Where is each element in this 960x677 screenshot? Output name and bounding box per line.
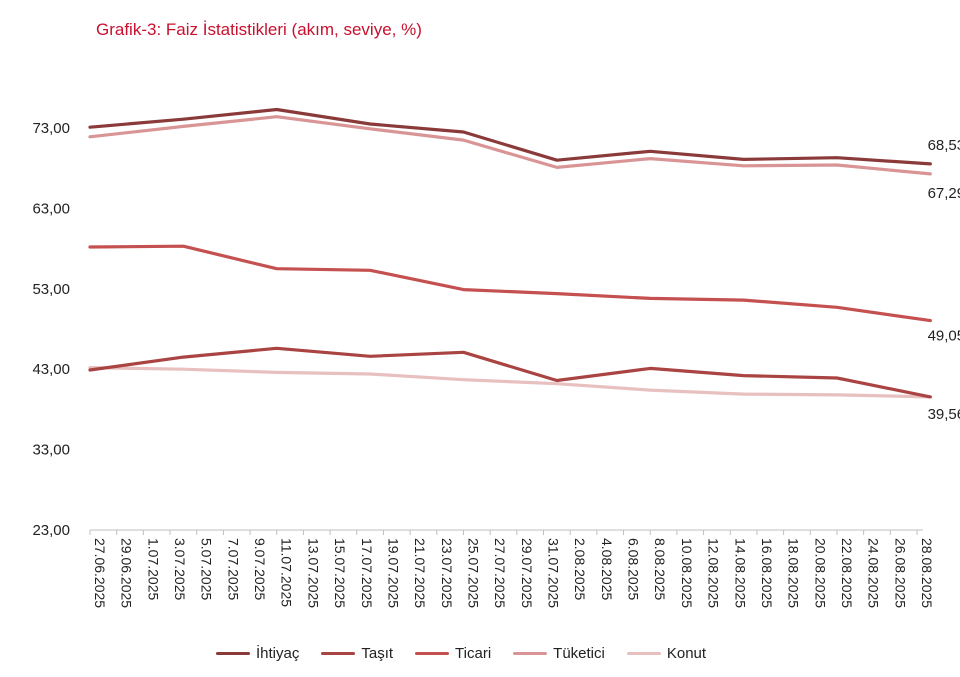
legend-item: Konut: [626, 645, 707, 662]
y-tick-label: 73,00: [32, 120, 70, 137]
legend-item: Taşıt: [321, 645, 393, 662]
y-tick-label: 53,00: [32, 281, 70, 298]
x-tick-label: 16.08.2025: [759, 538, 775, 608]
x-tick-label: 17.07.2025: [359, 538, 375, 608]
x-tick-label: 1.07.2025: [145, 538, 161, 600]
legend-item: Ticari: [415, 645, 491, 662]
legend-item: İhtiyaç: [216, 645, 299, 662]
y-tick-label: 33,00: [32, 442, 70, 459]
x-axis: 27.06.2025 29.06.2025 1.07.2025 3.07.2025 5.…: [89, 529, 935, 608]
x-tick-label: 29.06.2025: [119, 538, 135, 608]
x-tick-label: 8.08.2025: [652, 538, 668, 600]
legend-label: Konut: [666, 645, 707, 662]
y-tick-label: 43,00: [32, 361, 70, 378]
x-tick-label: 15.07.2025: [332, 538, 348, 608]
x-tick-label: 3.07.2025: [172, 538, 188, 600]
series-line-Konut: [88, 366, 932, 399]
x-tick-label: 18.08.2025: [786, 538, 802, 608]
x-tick-label: 23.07.2025: [439, 538, 455, 608]
legend-swatch: [415, 652, 450, 655]
legend-label: Ticari: [455, 645, 492, 662]
x-tick-label: 11.07.2025: [279, 538, 295, 607]
legend-swatch: [321, 652, 356, 655]
legend-swatch: [626, 652, 661, 655]
x-tick-label: 26.08.2025: [892, 538, 908, 608]
x-tick-label: 4.08.2025: [599, 538, 615, 600]
legend-label: Tüketici: [553, 645, 605, 662]
x-tick-label: 6.08.2025: [626, 538, 642, 600]
x-tick-label: 21.07.2025: [412, 538, 428, 608]
x-tick-label: 9.07.2025: [252, 538, 268, 600]
series-lines: [88, 107, 932, 399]
x-tick-label: 31.07.2025: [546, 538, 562, 608]
series-line-Ticari: [88, 244, 932, 323]
end-label-İhtiyaç: 68,53: [928, 137, 960, 154]
legend-swatch: [513, 652, 548, 655]
x-tick-label: 12.08.2025: [706, 538, 722, 608]
x-tick-label: 27.07.2025: [492, 538, 508, 608]
legend-item: Tüketici: [513, 645, 605, 662]
x-tick-label: 10.08.2025: [679, 538, 695, 608]
series-line-Taşıt: [88, 346, 932, 399]
x-tick-label: 22.08.2025: [839, 538, 855, 608]
x-tick-label: 7.07.2025: [225, 538, 241, 600]
x-tick-label: 28.08.2025: [919, 538, 935, 608]
chart-legend: İhtiyaç Taşıt Ticari Tüketici Konut: [216, 645, 728, 662]
legend-label: İhtiyaç: [256, 645, 300, 662]
x-tick-label: 2.08.2025: [572, 538, 588, 600]
x-tick-label: 13.07.2025: [305, 538, 321, 608]
end-label-Taşıt: 39,56: [928, 406, 960, 423]
y-axis: 73,00 63,00 53,00 43,00 33,00 23,00: [32, 120, 70, 539]
x-tick-label: 25.07.2025: [465, 538, 481, 608]
series-line-Tüketici: [88, 115, 932, 176]
end-label-Tüketici: 67,29: [928, 185, 960, 202]
legend-label: Taşıt: [361, 645, 394, 662]
legend-swatch: [216, 652, 250, 655]
x-tick-label: 29.07.2025: [519, 538, 535, 608]
x-tick-label: 19.07.2025: [385, 538, 401, 608]
x-tick-label: 20.08.2025: [812, 538, 828, 608]
y-tick-label: 63,00: [32, 200, 70, 217]
series-line-İhtiyaç: [88, 107, 932, 166]
end-label-Ticari: 49,05: [928, 328, 960, 345]
x-tick-label: 27.06.2025: [92, 538, 108, 608]
x-tick-label: 14.08.2025: [732, 538, 748, 608]
end-labels: 68,53 67,29 49,05 39,56: [928, 137, 960, 423]
chart-title: Grafik-3: Faiz İstatistikleri (akım, sev…: [96, 20, 422, 39]
x-tick-label: 5.07.2025: [199, 538, 215, 600]
x-tick-label: 24.08.2025: [866, 538, 882, 608]
y-tick-label: 23,00: [32, 522, 70, 539]
